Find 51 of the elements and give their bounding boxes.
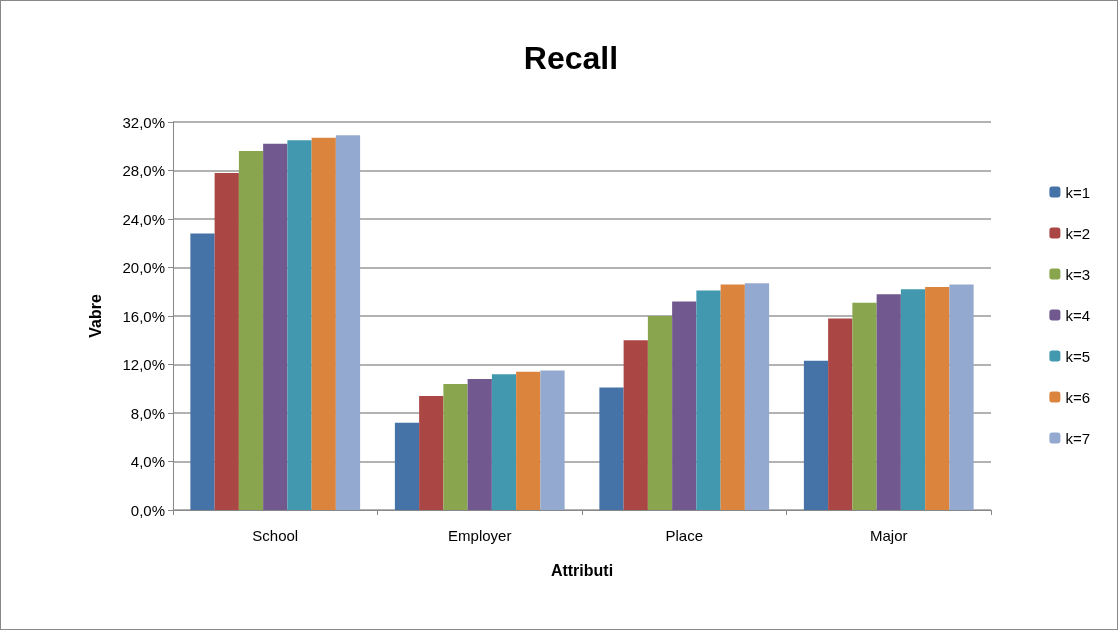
legend-label: k=1 [1065, 183, 1091, 201]
x-tick-label: Place [665, 527, 704, 544]
bar [287, 140, 312, 510]
bar [516, 371, 541, 510]
bar [419, 396, 444, 510]
bar [311, 137, 336, 510]
bar [335, 135, 361, 510]
bar [467, 379, 492, 510]
bar [876, 294, 901, 510]
y-tick-label: 12,0% [122, 356, 165, 373]
bar [540, 370, 565, 510]
legend-label: k=7 [1065, 429, 1091, 447]
y-tick-label: 20,0% [122, 259, 165, 276]
y-tick-label: 16,0% [122, 307, 165, 325]
x-axis-title: Attributi [550, 561, 614, 579]
x-tick-label: Employer [448, 527, 512, 544]
x-tick-label: School [252, 527, 299, 544]
legend-label: k=4 [1065, 306, 1091, 324]
bar [647, 316, 673, 510]
bar [491, 374, 517, 510]
bar [623, 340, 648, 510]
bar [214, 172, 239, 510]
legend-label: k=5 [1065, 347, 1091, 365]
bar [803, 360, 829, 510]
bar [744, 283, 770, 510]
bar [949, 284, 974, 510]
bar [190, 233, 215, 510]
bar [443, 383, 468, 510]
x-tick-label: Major [869, 527, 908, 544]
legend-label: k=2 [1065, 224, 1091, 242]
bar [238, 151, 264, 510]
bar [900, 289, 926, 510]
bar [696, 290, 721, 510]
bar [263, 143, 288, 510]
y-tick-label: 24,0% [122, 210, 165, 228]
y-tick-label: 32,0% [122, 113, 165, 131]
y-axis-title: Vabre [86, 294, 104, 338]
y-tick-label: 4,0% [130, 453, 165, 470]
bar [852, 302, 877, 510]
y-tick-label: 8,0% [130, 404, 165, 422]
bar [672, 301, 697, 510]
bar [720, 284, 745, 510]
y-tick-label: 28,0% [122, 162, 165, 179]
bar [394, 422, 420, 510]
bar [828, 318, 853, 510]
bar [925, 286, 950, 510]
bar [599, 387, 624, 510]
y-tick-label: 0,0% [130, 501, 165, 519]
chart-title: Recall [523, 40, 619, 76]
legend-label: k=3 [1065, 265, 1091, 283]
legend-label: k=6 [1065, 388, 1091, 406]
